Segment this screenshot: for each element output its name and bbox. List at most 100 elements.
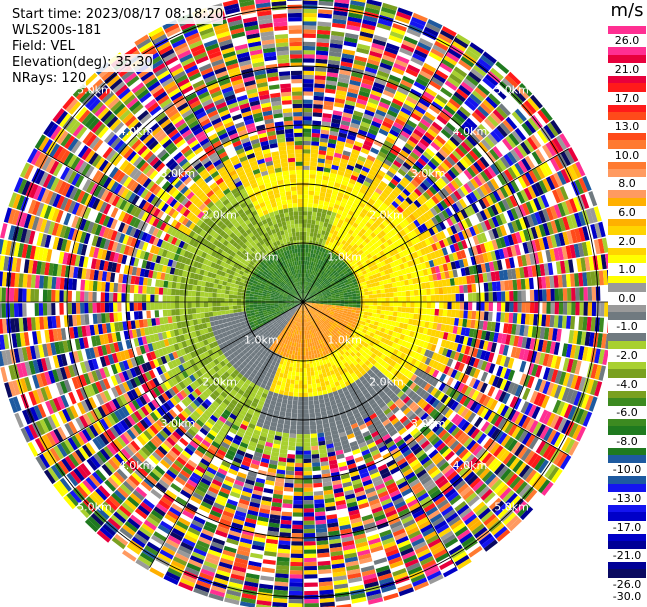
range-gate — [357, 255, 363, 261]
range-gate — [533, 252, 540, 265]
range-gate — [526, 214, 535, 227]
range-gate — [443, 365, 451, 375]
range-gate — [388, 34, 403, 44]
range-gate — [530, 350, 538, 363]
range-gate — [537, 109, 550, 124]
range-gate — [314, 307, 319, 310]
range-gate — [314, 495, 324, 500]
range-gate — [453, 163, 463, 174]
range-gate — [437, 316, 443, 324]
range-gate — [438, 239, 446, 249]
range-gate — [338, 311, 343, 315]
range-gate — [443, 55, 458, 66]
range-gate — [303, 70, 315, 76]
range-gate — [495, 354, 503, 365]
range-gate — [395, 253, 401, 260]
range-gate — [526, 136, 538, 151]
range-gate — [590, 380, 599, 396]
range-gate — [383, 117, 395, 125]
range-gate — [418, 269, 425, 277]
range-gate — [451, 203, 460, 213]
range-gate — [386, 42, 400, 51]
range-gate — [311, 299, 316, 301]
range-gate — [413, 176, 423, 185]
range-gate — [401, 312, 406, 318]
range-gate — [368, 323, 374, 329]
range-gate — [381, 306, 386, 311]
range-gate — [303, 66, 315, 71]
range-gate — [311, 379, 316, 385]
range-gate — [343, 207, 350, 214]
range-gate — [489, 192, 498, 204]
range-gate — [317, 259, 322, 265]
range-gate — [466, 319, 472, 328]
range-gate — [496, 291, 502, 302]
range-gate — [362, 194, 370, 202]
range-gate — [354, 284, 359, 288]
range-gate — [373, 321, 379, 326]
range-gate — [286, 404, 293, 409]
range-gate — [550, 302, 555, 315]
range-gate — [353, 271, 359, 276]
range-gate — [522, 242, 529, 254]
range-gate — [466, 337, 473, 347]
range-gate — [333, 265, 338, 270]
range-gate — [315, 237, 320, 243]
range-gate — [350, 0, 366, 3]
range-gate — [562, 302, 568, 315]
range-gate — [443, 197, 452, 207]
range-gate — [308, 248, 312, 253]
range-gate — [323, 262, 328, 268]
range-gate — [418, 340, 425, 348]
range-gate — [470, 178, 480, 189]
range-gate — [438, 221, 447, 231]
range-gate — [335, 307, 340, 310]
range-gate — [447, 76, 460, 88]
range-gate — [453, 177, 463, 188]
range-gate — [473, 175, 483, 187]
range-gate — [491, 228, 500, 239]
range-gate — [304, 281, 307, 286]
range-gate — [372, 222, 379, 229]
range-gate — [372, 294, 378, 298]
range-gate — [333, 203, 340, 210]
range-gate — [321, 276, 325, 281]
range-gate — [464, 207, 472, 217]
range-gate — [534, 302, 539, 314]
range-gate — [348, 156, 358, 163]
range-gate — [328, 313, 334, 317]
range-gate — [354, 163, 363, 170]
range-gate — [360, 147, 370, 155]
range-gate — [406, 240, 414, 248]
range-gate — [577, 345, 585, 361]
range-gate — [374, 281, 380, 287]
range-gate — [377, 305, 382, 310]
range-gate — [570, 316, 576, 330]
range-gate — [360, 321, 366, 326]
range-gate — [331, 300, 336, 302]
range-gate — [425, 22, 441, 33]
range-gate — [320, 129, 330, 135]
range-gate — [312, 262, 316, 267]
range-gate — [339, 295, 345, 298]
range-gate — [311, 300, 316, 302]
range-gate — [393, 121, 404, 130]
range-gate — [340, 224, 346, 231]
range-gate — [458, 335, 465, 345]
range-gate — [303, 438, 311, 443]
range-gate — [444, 172, 454, 182]
range-gate — [602, 349, 609, 366]
range-gate — [439, 29, 455, 41]
range-gate — [390, 211, 398, 219]
range-gate — [588, 332, 595, 347]
range-gate — [318, 294, 323, 297]
range-gate — [562, 372, 571, 387]
range-gate — [386, 320, 392, 326]
range-gate — [332, 269, 337, 275]
range-gate — [380, 191, 389, 199]
range-gate — [536, 129, 549, 144]
range-gate — [519, 373, 527, 386]
range-gate — [314, 404, 320, 409]
range-gate — [499, 213, 507, 225]
range-gate — [424, 131, 435, 141]
